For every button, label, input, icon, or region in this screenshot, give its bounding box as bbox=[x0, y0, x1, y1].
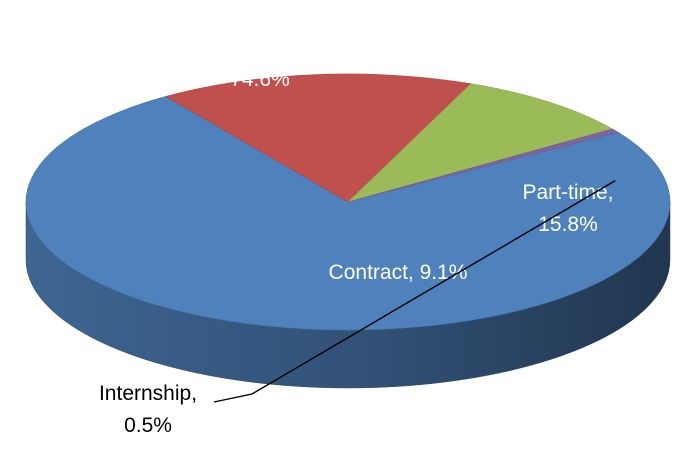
data-label-part-time: Part-time, 15.8% bbox=[522, 181, 613, 236]
data-label-internship: Internship, 0.5% bbox=[99, 382, 197, 437]
data-label-internship-value: 0.5% bbox=[124, 414, 172, 437]
leader-line-internship bbox=[213, 180, 616, 403]
pie-slice-internship bbox=[347, 128, 619, 203]
pie-slice-part-time bbox=[165, 73, 472, 203]
data-label-contract: Contract, 9.1% bbox=[329, 261, 468, 284]
pie-slice-contract bbox=[347, 83, 614, 203]
pie-slice-full-time bbox=[25, 96, 671, 331]
data-label-internship-name: Internship, bbox=[99, 382, 197, 405]
data-label-full-time: Full-time, 74.6% bbox=[217, 36, 303, 91]
pie-label-layer: Full-time, 74.6% Part-time, 15.8% Contract, … bbox=[99, 36, 616, 437]
data-label-full-time-value: 74.6% bbox=[230, 68, 290, 91]
data-label-part-time-name: Part-time, bbox=[522, 181, 613, 204]
data-label-full-time-name: Full-time, bbox=[217, 36, 303, 59]
pie-top-layer bbox=[25, 73, 671, 331]
data-label-part-time-value: 15.8% bbox=[538, 213, 598, 236]
